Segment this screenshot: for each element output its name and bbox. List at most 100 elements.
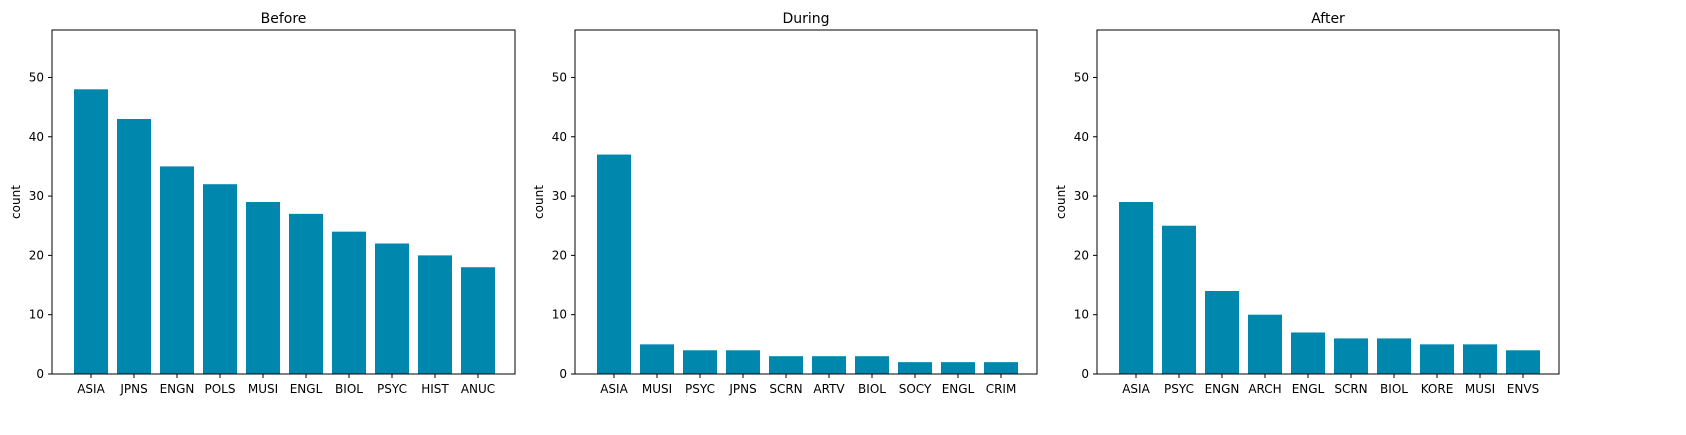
x-tick-label: ENGN — [1205, 382, 1240, 396]
x-tick-label: ARCH — [1248, 382, 1281, 396]
bar-biol — [855, 356, 889, 374]
y-tick-label: 20 — [1074, 248, 1089, 262]
y-tick-label: 50 — [29, 70, 44, 84]
x-tick-label: BIOL — [1380, 382, 1408, 396]
x-tick-label: ENGL — [290, 382, 323, 396]
x-tick-label: CRIM — [986, 382, 1017, 396]
x-tick-label: BIOL — [335, 382, 363, 396]
bar-kore — [1420, 344, 1454, 374]
y-axis-label: count — [1054, 185, 1068, 219]
bar-psyc — [683, 350, 717, 374]
bar-musi — [640, 344, 674, 374]
panel-title: During — [782, 11, 829, 27]
y-tick-label: 50 — [552, 70, 567, 84]
bar-musi — [246, 202, 280, 374]
x-tick-label: ENGL — [942, 382, 975, 396]
y-tick-label: 40 — [1074, 130, 1089, 144]
y-tick-label: 20 — [29, 248, 44, 262]
bar-biol — [1377, 338, 1411, 374]
bar-artv — [812, 356, 846, 374]
x-tick-label: PSYC — [1164, 382, 1194, 396]
bar-engn — [1205, 290, 1239, 374]
x-tick-label: SCRN — [1334, 382, 1367, 396]
x-tick-label: SCRN — [769, 382, 802, 396]
y-tick-label: 0 — [559, 367, 567, 381]
panel-during: During count 0 10 20 30 40 50 ASIA MUSI PSYC JPN… — [532, 11, 1038, 396]
y-tick-label: 10 — [552, 308, 567, 322]
plot-frame — [574, 29, 1038, 375]
panel-title: After — [1311, 11, 1345, 27]
x-tick-label: KORE — [1421, 382, 1454, 396]
bar-asia — [597, 154, 631, 374]
y-tick-label: 30 — [1074, 189, 1089, 203]
bar-envs — [1506, 350, 1540, 374]
y-tick-label: 10 — [1074, 308, 1089, 322]
bar-biol — [332, 231, 366, 374]
x-tick-label: MUSI — [642, 382, 672, 396]
y-ticks: 0 10 20 30 40 50 — [552, 70, 575, 381]
y-ticks: 0 10 20 30 40 50 — [29, 70, 52, 381]
x-tick-label: PSYC — [685, 382, 715, 396]
panel-title: Before — [261, 11, 307, 27]
bar-engl — [941, 362, 975, 374]
x-tick-label: ENVS — [1507, 382, 1539, 396]
bar-engl — [289, 213, 323, 374]
y-tick-label: 10 — [29, 308, 44, 322]
y-tick-label: 40 — [29, 130, 44, 144]
bar-scrn — [769, 356, 803, 374]
x-tick-label: SOCY — [899, 382, 932, 396]
bar-scrn — [1334, 338, 1368, 374]
bar-asia — [1119, 202, 1153, 374]
x-ticks: ASIA MUSI PSYC JPNS SCRN ARTV BIOL SOCY ENGL CRIM — [600, 374, 1016, 396]
x-tick-label: ANUC — [461, 382, 495, 396]
bar-jpns — [117, 118, 151, 374]
y-tick-label: 20 — [552, 248, 567, 262]
x-tick-label: PSYC — [377, 382, 407, 396]
panel-before: Before count 0 10 20 30 40 50 ASIA JPNS ENGN POL… — [9, 11, 516, 396]
y-tick-label: 40 — [552, 130, 567, 144]
bar-anuc — [461, 267, 495, 374]
bars — [597, 154, 1018, 374]
x-tick-label: ASIA — [1122, 382, 1150, 396]
bar-psyc — [375, 243, 409, 374]
bar-psyc — [1162, 225, 1196, 374]
y-axis-label: count — [532, 185, 546, 219]
bar-hist — [418, 255, 452, 374]
x-tick-label: ENGL — [1292, 382, 1325, 396]
y-tick-label: 0 — [36, 367, 44, 381]
y-ticks: 0 10 20 30 40 50 — [1074, 70, 1097, 381]
panel-after: After count 0 10 20 30 40 50 ASIA PSYC ENGN ARCH… — [1054, 11, 1560, 396]
y-axis-label: count — [9, 185, 23, 219]
plot-frame — [1096, 29, 1560, 375]
bar-pols — [203, 184, 237, 374]
x-ticks: ASIA JPNS ENGN POLS MUSI ENGL BIOL PSYC HIST ANUC — [77, 374, 495, 396]
x-tick-label: HIST — [421, 382, 449, 396]
y-tick-label: 30 — [552, 189, 567, 203]
bar-asia — [74, 89, 108, 374]
bar-socy — [898, 362, 932, 374]
bars — [1119, 202, 1540, 374]
x-tick-label: JPNS — [728, 382, 756, 396]
x-tick-label: MUSI — [1465, 382, 1495, 396]
x-ticks: ASIA PSYC ENGN ARCH ENGL SCRN BIOL KORE MUSI ENVS — [1122, 374, 1539, 396]
x-tick-label: ARTV — [813, 382, 845, 396]
y-tick-label: 30 — [29, 189, 44, 203]
bar-arch — [1248, 314, 1282, 374]
y-tick-label: 50 — [1074, 70, 1089, 84]
bar-engn — [160, 166, 194, 374]
bar-jpns — [726, 350, 760, 374]
plot-frame — [51, 29, 516, 375]
bar-crim — [984, 362, 1018, 374]
x-tick-label: POLS — [205, 382, 236, 396]
x-tick-label: ASIA — [77, 382, 105, 396]
bars — [74, 89, 495, 374]
x-tick-label: JPNS — [119, 382, 147, 396]
bar-engl — [1291, 332, 1325, 374]
x-tick-label: BIOL — [858, 382, 886, 396]
bar-musi — [1463, 344, 1497, 374]
y-tick-label: 0 — [1081, 367, 1089, 381]
x-tick-label: ENGN — [160, 382, 195, 396]
x-tick-label: ASIA — [600, 382, 628, 396]
x-tick-label: MUSI — [248, 382, 278, 396]
